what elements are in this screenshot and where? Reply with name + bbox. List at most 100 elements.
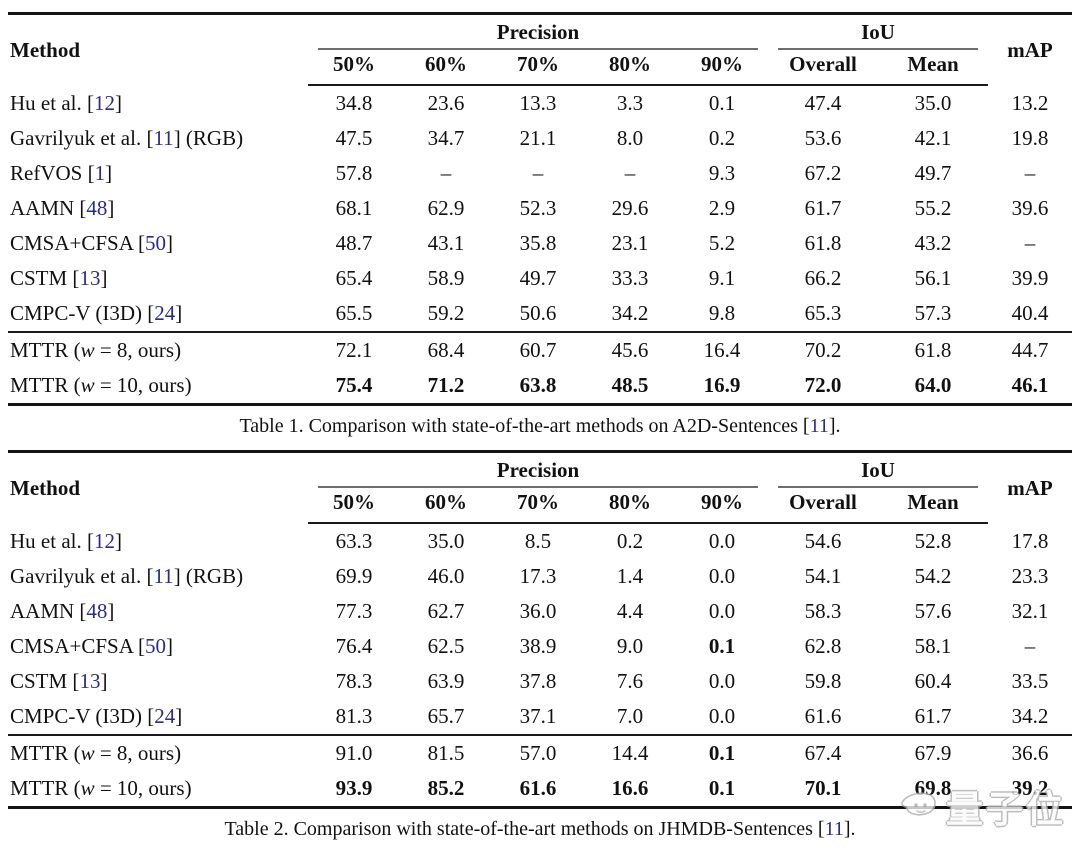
value-cell: 58.9 <box>427 266 465 290</box>
method-cell: RefVOS [1] <box>8 156 308 191</box>
value-cell: 62.7 <box>427 599 465 623</box>
table-row: Gavrilyuk et al. [11] (RGB) 47.5 34.7 21.1 8… <box>8 121 1072 156</box>
table-row: CSTM [13] 65.4 58.9 49.7 33.3 9.1 66.2 56.1 39.9 <box>8 261 1072 296</box>
table-body: Hu et al. [12] 63.3 35.0 8.5 0.2 0.0 54.6 52.8 1… <box>8 523 1072 735</box>
citation-link[interactable]: 11 <box>153 564 174 588</box>
text-segment: ] <box>100 669 108 693</box>
text-segment: CMPC-V (I3D) [ <box>10 301 155 325</box>
citation-link[interactable]: 1 <box>94 161 106 185</box>
column-header-iou-mean: Mean <box>878 488 988 524</box>
method-cell: AAMN [48] <box>8 594 308 629</box>
column-header-p50: 50% <box>308 488 400 524</box>
value-cell: 13.2 <box>1011 90 1049 115</box>
text-segment: AAMN [ <box>10 599 87 623</box>
value-cell: 13.3 <box>519 91 557 115</box>
text-segment: ] <box>175 301 183 325</box>
citation-link[interactable]: 50 <box>144 634 166 658</box>
value-cell: 36.6 <box>1011 741 1049 765</box>
citation-link[interactable]: 11 <box>153 126 174 150</box>
value-cell: 50.6 <box>519 301 557 325</box>
column-header-p50: 50% <box>308 50 400 86</box>
value-cell: 0.2 <box>708 126 736 150</box>
citation-link[interactable]: 13 <box>79 669 101 693</box>
table-row: CMSA+CFSA [50] 76.4 62.5 38.9 9.0 0.1 62.8 58.1… <box>8 629 1072 664</box>
value-cell: 23.6 <box>427 91 465 115</box>
value-cell: 58.3 <box>804 599 842 623</box>
value-cell: 49.7 <box>914 161 952 185</box>
value-cell: 60.4 <box>914 669 952 693</box>
text-segment: MTTR ( <box>10 373 81 397</box>
text-segment: ]. <box>828 415 841 437</box>
value-cell: 9.1 <box>708 266 736 290</box>
value-cell: 52.8 <box>914 529 952 553</box>
table-row: AAMN [48] 68.1 62.9 52.3 29.6 2.9 61.7 55.2 39.6 <box>8 191 1072 226</box>
table-row: MTTR (w = 8, ours) 91.0 81.5 57.0 14.4 0.1 67.… <box>8 735 1072 771</box>
text-segment: CMSA+CFSA [ <box>10 231 145 255</box>
table-row: MTTR (w = 8, ours) 72.1 68.4 60.7 45.6 16.4 70… <box>8 332 1072 368</box>
value-cell: 64.0 <box>914 373 952 397</box>
column-header-iou-overall: Overall <box>768 488 878 524</box>
value-cell: 5.2 <box>708 231 736 255</box>
text-segment: ] <box>175 704 183 728</box>
value-cell: 55.2 <box>914 196 952 220</box>
value-cell: 54.2 <box>914 564 952 588</box>
text-segment: Hu et al. [ <box>10 528 94 553</box>
value-cell: 0.0 <box>708 704 736 728</box>
method-cell: MTTR (w = 10, ours) <box>8 771 308 808</box>
table1-block: Method Precision IoU mAP 50% 60% 70% 80%… <box>8 12 1072 438</box>
text-segment: Table 1. Comparison with state-of-the-ar… <box>239 415 810 437</box>
value-cell: 69.9 <box>335 564 373 588</box>
citation-link[interactable]: 12 <box>93 528 115 553</box>
citation-link[interactable]: 48 <box>86 196 108 220</box>
value-cell: 23.1 <box>611 231 649 255</box>
value-cell: – <box>440 161 452 185</box>
value-cell: 34.7 <box>427 126 465 150</box>
text-segment: Gavrilyuk et al. [ <box>10 564 154 588</box>
value-cell: 57.6 <box>914 599 952 623</box>
citation-link[interactable]: 24 <box>154 301 176 325</box>
value-cell: 39.6 <box>1011 196 1049 220</box>
method-cell: CMSA+CFSA [50] <box>8 226 308 261</box>
citation-link[interactable]: 12 <box>93 90 115 115</box>
value-cell: 17.3 <box>519 564 557 588</box>
value-cell: 65.4 <box>335 266 373 290</box>
citation-link[interactable]: 50 <box>144 231 166 255</box>
table2-caption: Table 2. Comparison with state-of-the-ar… <box>8 818 1072 841</box>
text-segment: AAMN [ <box>10 196 87 220</box>
value-cell: 59.8 <box>804 669 842 693</box>
citation-link[interactable]: 24 <box>154 704 176 728</box>
value-cell: 70.1 <box>804 776 842 800</box>
value-cell: 81.5 <box>427 741 465 765</box>
text-segment: ] <box>114 528 122 553</box>
text-segment: ] <box>165 634 173 658</box>
value-cell: 69.8 <box>914 776 952 800</box>
value-cell: 9.0 <box>616 634 644 658</box>
value-cell: – <box>532 161 544 185</box>
text-segment: MTTR ( <box>10 338 81 362</box>
value-cell: 93.9 <box>335 776 373 800</box>
value-cell: 46.0 <box>427 564 465 588</box>
value-cell: 37.8 <box>519 669 557 693</box>
citation-link[interactable]: 11 <box>809 415 829 437</box>
table-row: MTTR (w = 10, ours) 93.9 85.2 61.6 16.6 0.1 70… <box>8 771 1072 808</box>
value-cell: 40.4 <box>1011 301 1049 325</box>
text-segment: w <box>80 373 95 397</box>
column-header-p80: 80% <box>584 50 676 86</box>
citation-link[interactable]: 13 <box>79 266 101 290</box>
value-cell: 66.2 <box>804 266 842 290</box>
value-cell: 35.0 <box>914 91 952 115</box>
value-cell: 29.6 <box>611 196 649 220</box>
value-cell: 17.8 <box>1011 528 1049 553</box>
text-segment: ] <box>165 231 173 255</box>
column-group-iou: IoU <box>768 14 988 51</box>
value-cell: 68.1 <box>335 196 373 220</box>
table-row: Hu et al. [12] 34.8 23.6 13.3 3.3 0.1 47.4 35.0… <box>8 85 1072 121</box>
table-row: Hu et al. [12] 63.3 35.0 8.5 0.2 0.0 54.6 52.8 1… <box>8 523 1072 559</box>
table-body-ours: MTTR (w = 8, ours) 91.0 81.5 57.0 14.4 0.1 67.… <box>8 735 1072 808</box>
value-cell: 16.4 <box>703 338 741 362</box>
table2-block: Method Precision IoU mAP 50% 60% 70% 80%… <box>8 450 1072 841</box>
value-cell: 35.8 <box>519 231 557 255</box>
citation-link[interactable]: 48 <box>86 599 108 623</box>
citation-link[interactable]: 11 <box>824 818 844 840</box>
value-cell: 76.4 <box>335 634 373 658</box>
